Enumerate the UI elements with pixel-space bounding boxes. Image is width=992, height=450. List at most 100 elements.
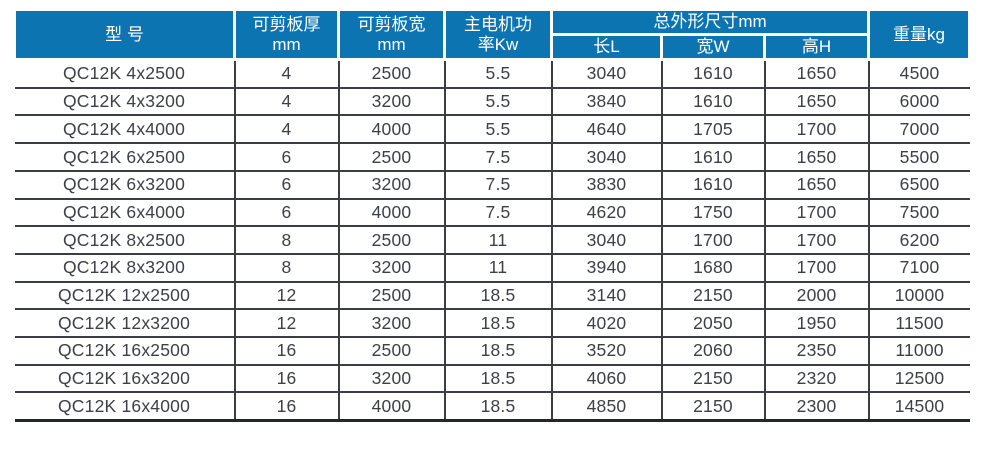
table-row: QC12K 6x2500 6 2500 7.5 3040 1610 1650 5500 [14,142,970,172]
header-model: 型 号 [13,7,236,62]
value-cell: 7000 [867,114,970,145]
model-cell: QC12K 4x3200 [14,86,236,117]
table-row: QC12K 16x3200 16 3200 18.5 4060 2150 2320 12500 [14,363,970,394]
value-cell: 4 [233,58,340,89]
value-cell: 4640 [550,114,663,145]
value-cell: 3040 [550,225,663,255]
value-cell: 8 [233,225,340,255]
value-cell: 1610 [660,86,766,117]
value-cell: 1705 [660,114,766,145]
model-cell: QC12K 4x2500 [14,58,236,89]
value-cell: 1700 [763,252,870,283]
table-row: QC12K 6x3200 6 3200 7.5 3830 1610 1650 6500 [14,169,970,200]
header-dim-height: 高H [762,33,871,62]
value-cell: 12 [233,308,340,338]
value-cell: 18.5 [443,391,553,423]
value-cell: 3200 [337,363,446,394]
value-cell: 18.5 [443,363,553,394]
value-cell: 1750 [660,197,766,228]
value-cell: 2500 [337,58,446,89]
value-cell: 4 [233,86,340,117]
value-cell: 4850 [550,391,663,423]
value-cell: 1650 [763,58,870,89]
value-cell: 1700 [763,114,870,145]
value-cell: 3200 [337,252,446,283]
value-cell: 11 [443,225,553,255]
value-cell: 18.5 [443,280,553,311]
table-row: QC12K 4x4000 4 4000 5.5 4640 1705 1700 7000 [14,114,970,145]
model-cell: QC12K 6x4000 [14,197,236,228]
header-sheet-width: 可剪板宽 mm [337,7,446,62]
value-cell: 3840 [550,86,663,117]
value-cell: 12500 [867,363,970,394]
value-cell: 11000 [867,335,970,366]
value-cell: 2500 [337,335,446,366]
value-cell: 2150 [660,280,766,311]
value-cell: 3200 [337,308,446,338]
value-cell: 3040 [550,142,663,172]
header-dimensions-group: 总外形尺寸mm [549,7,871,37]
value-cell: 3200 [337,86,446,117]
value-cell: 1650 [763,86,870,117]
model-cell: QC12K 16x4000 [14,391,236,423]
value-cell: 7500 [867,197,970,228]
value-cell: 6500 [867,169,970,200]
model-cell: QC12K 6x2500 [14,142,236,172]
value-cell: 1700 [763,197,870,228]
value-cell: 7100 [867,252,970,283]
value-cell: 18.5 [443,335,553,366]
model-cell: QC12K 4x4000 [14,114,236,145]
value-cell: 1610 [660,169,766,200]
header-dim-width: 宽W [660,33,766,62]
model-cell: QC12K 6x3200 [14,169,236,200]
value-cell: 2500 [337,280,446,311]
value-cell: 2060 [660,335,766,366]
value-cell: 18.5 [443,308,553,338]
value-cell: 1610 [660,58,766,89]
value-cell: 4000 [337,391,446,423]
value-cell: 4620 [550,197,663,228]
value-cell: 2500 [337,225,446,255]
value-cell: 7.5 [443,142,553,172]
table-row: QC12K 4x2500 4 2500 5.5 3040 1610 1650 4500 [14,58,970,89]
value-cell: 3520 [550,335,663,366]
value-cell: 6 [233,142,340,172]
value-cell: 4000 [337,114,446,145]
value-cell: 11 [443,252,553,283]
value-cell: 2320 [763,363,870,394]
value-cell: 6000 [867,86,970,117]
value-cell: 14500 [867,391,970,423]
value-cell: 8 [233,252,340,283]
value-cell: 1650 [763,142,870,172]
value-cell: 5.5 [443,86,553,117]
value-cell: 1700 [660,225,766,255]
table-row: QC12K 8x3200 8 3200 11 3940 1680 1700 7100 [14,252,970,283]
value-cell: 16 [233,335,340,366]
value-cell: 1680 [660,252,766,283]
value-cell: 12 [233,280,340,311]
value-cell: 1610 [660,142,766,172]
model-cell: QC12K 8x2500 [14,225,236,255]
value-cell: 2500 [337,142,446,172]
header-dim-length: 长L [550,33,663,62]
value-cell: 2300 [763,391,870,423]
qc12k-spec-table: 型 号 可剪板厚 mm 可剪板宽 mm 主电机功 率Kw 总外形尺寸mm 重量k… [13,7,972,423]
model-cell: QC12K 12x3200 [14,308,236,338]
value-cell: 7.5 [443,169,553,200]
spec-sheet: 型 号 可剪板厚 mm 可剪板宽 mm 主电机功 率Kw 总外形尺寸mm 重量k… [13,7,972,423]
table-row: QC12K 12x3200 12 3200 18.5 4020 2050 1950 11500 [14,308,970,338]
value-cell: 3140 [550,280,663,311]
value-cell: 1950 [763,308,870,338]
header-weight: 重量kg [867,7,972,62]
table-row: QC12K 8x2500 8 2500 11 3040 1700 1700 6200 [14,225,970,255]
value-cell: 5.5 [443,114,553,145]
value-cell: 2000 [763,280,870,311]
value-cell: 2150 [660,391,766,423]
value-cell: 11500 [867,308,970,338]
table-row: QC12K 6x4000 6 4000 7.5 4620 1750 1700 7500 [14,197,970,228]
table-header: 型 号 可剪板厚 mm 可剪板宽 mm 主电机功 率Kw 总外形尺寸mm 重量k… [13,7,972,62]
value-cell: 2350 [763,335,870,366]
value-cell: 4060 [550,363,663,394]
value-cell: 5500 [867,142,970,172]
value-cell: 10000 [867,280,970,311]
